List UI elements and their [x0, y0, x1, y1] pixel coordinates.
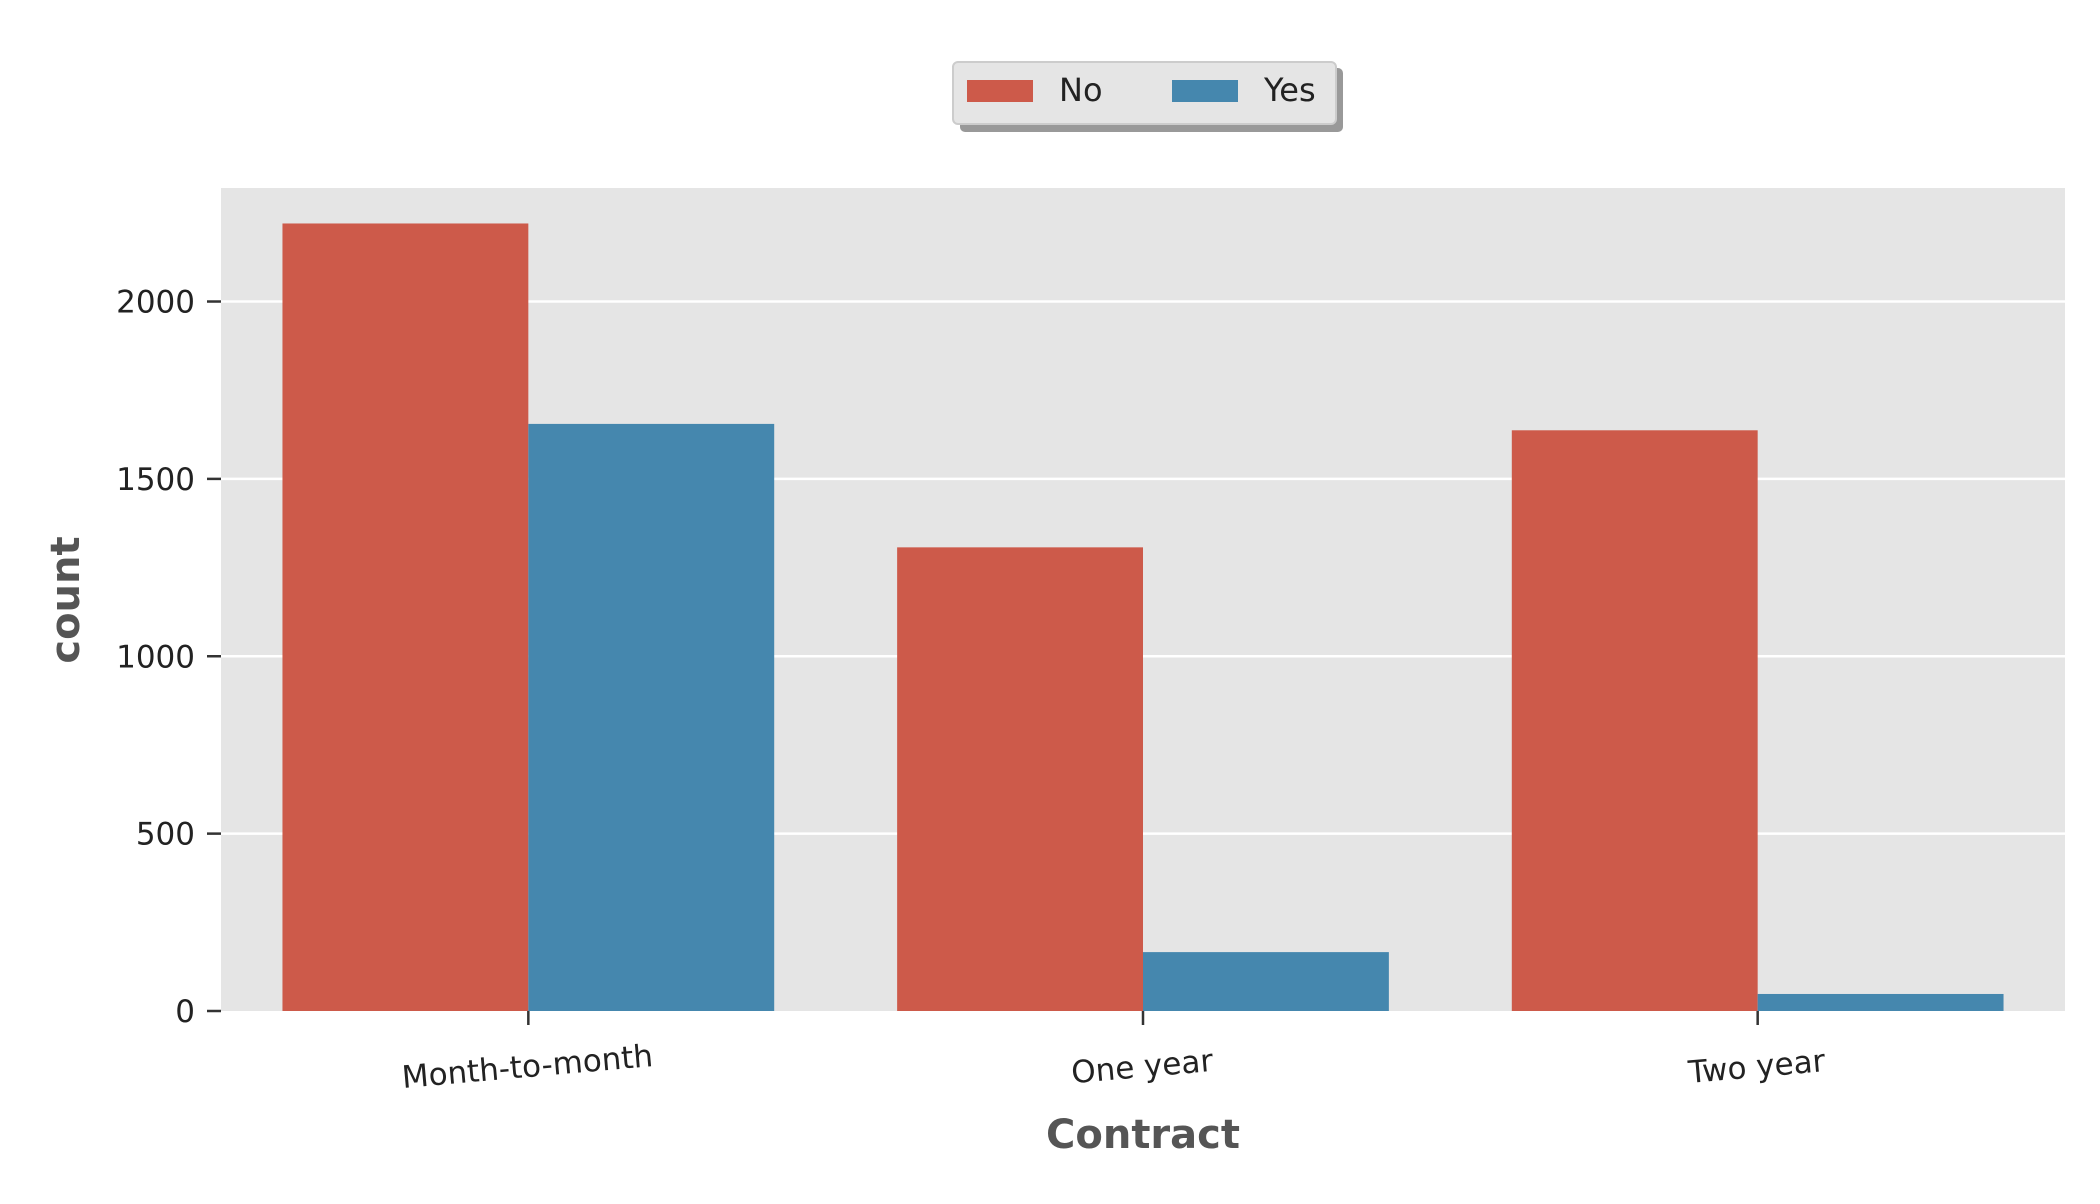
bar-yes-2: [1757, 993, 2004, 1011]
bar-yes-1: [1143, 952, 1389, 1011]
legend: No Yes: [952, 61, 1343, 132]
bar-yes-0: [528, 423, 775, 1011]
y-tick-label: 500: [136, 817, 195, 853]
y-axis-label: count: [43, 536, 89, 663]
bar-no-0: [282, 223, 529, 1012]
legend-label-yes: Yes: [1263, 71, 1316, 109]
x-axis: Month-to-month One year Two year: [400, 1011, 1827, 1096]
y-axis: 0 500 1000 1500 2000: [116, 285, 221, 1030]
legend-label-no: No: [1059, 71, 1103, 109]
bar-no-2: [1511, 430, 1758, 1012]
x-axis-label: Contract: [1046, 1112, 1240, 1158]
legend-box: [952, 61, 1337, 125]
y-tick-label: 1500: [116, 462, 195, 498]
legend-swatch-no: [967, 80, 1033, 102]
y-tick-label: 1000: [116, 639, 195, 675]
x-tick-label: Month-to-month: [400, 1038, 654, 1096]
y-tick-label: 2000: [116, 285, 195, 321]
bars: [282, 223, 2004, 1012]
y-tick-label: 0: [175, 994, 195, 1030]
x-tick-label: One year: [1070, 1043, 1215, 1091]
legend-swatch-yes: [1172, 80, 1238, 102]
x-tick-label: Two year: [1686, 1043, 1827, 1091]
legend-entries: No Yes: [967, 71, 1316, 109]
bar-no-1: [897, 547, 1143, 1011]
